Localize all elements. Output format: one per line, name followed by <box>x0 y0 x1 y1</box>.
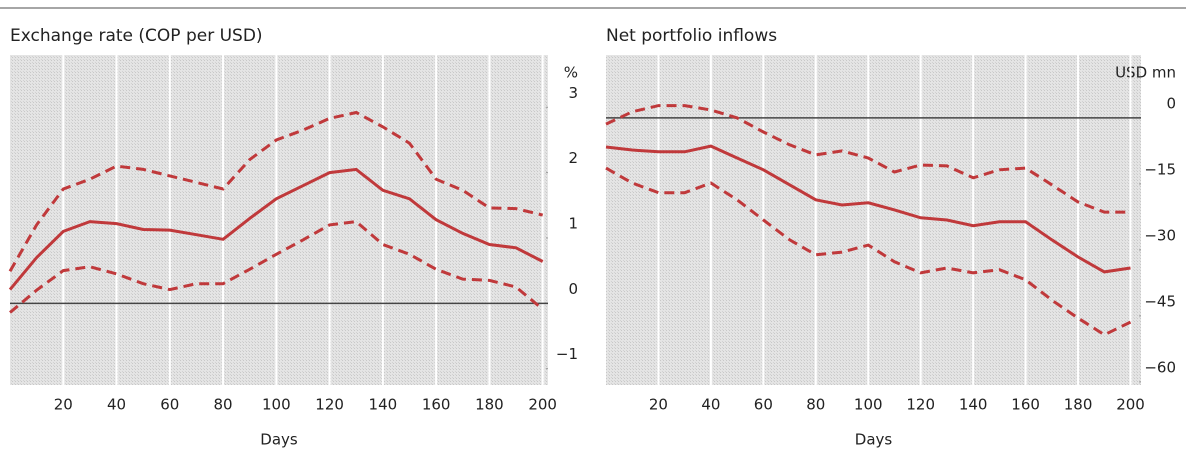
x-tick-label: 160 <box>1011 396 1040 414</box>
y-tick-label: 2 <box>568 149 578 167</box>
series-line <box>8 167 544 291</box>
y-unit: USD mn <box>1115 64 1176 82</box>
x-tick-label: 40 <box>107 396 126 414</box>
panel-title: Net portfolio inflows <box>606 26 777 46</box>
x-tick-label: 80 <box>214 396 233 414</box>
x-tick-label: 140 <box>369 396 398 414</box>
x-axis-label: Days <box>855 431 893 449</box>
y-tick-label: −15 <box>1144 160 1176 178</box>
x-tick-label: 160 <box>422 396 451 414</box>
series-line <box>9 220 544 314</box>
series-line <box>605 104 1131 214</box>
x-tick-label: 120 <box>315 396 344 414</box>
x-tick-label: 80 <box>806 396 825 414</box>
y-tick-label: −45 <box>1144 292 1176 310</box>
x-tick-label: 60 <box>160 396 179 414</box>
x-tick-label: 20 <box>54 396 73 414</box>
series-line <box>8 110 544 273</box>
y-tick-label: 0 <box>568 280 578 298</box>
y-tick-label: 3 <box>568 84 578 102</box>
x-tick-label: 180 <box>475 396 504 414</box>
plot-background <box>10 55 548 385</box>
x-axis-label: Days <box>260 431 298 449</box>
y-tick-label: 1 <box>568 214 578 232</box>
x-tick-label: 180 <box>1064 396 1093 414</box>
plot-background <box>606 55 1141 385</box>
x-tick-label: 100 <box>854 396 883 414</box>
y-tick-label: −1 <box>556 345 578 363</box>
series-line <box>605 166 1132 337</box>
x-tick-label: 20 <box>649 396 668 414</box>
x-tick-label: 200 <box>1116 396 1145 414</box>
y-tick-label: 0 <box>1166 94 1176 112</box>
y-tick-label: −60 <box>1144 358 1176 376</box>
x-tick-label: 120 <box>906 396 935 414</box>
x-tick-label: 200 <box>528 396 557 414</box>
y-unit: % <box>564 64 578 82</box>
series-line <box>605 144 1131 274</box>
x-tick-label: 100 <box>262 396 291 414</box>
x-tick-label: 40 <box>701 396 720 414</box>
x-tick-label: 140 <box>959 396 988 414</box>
panel-title: Exchange rate (COP per USD) <box>10 26 263 46</box>
y-tick-label: −30 <box>1144 226 1176 244</box>
x-tick-label: 60 <box>754 396 773 414</box>
